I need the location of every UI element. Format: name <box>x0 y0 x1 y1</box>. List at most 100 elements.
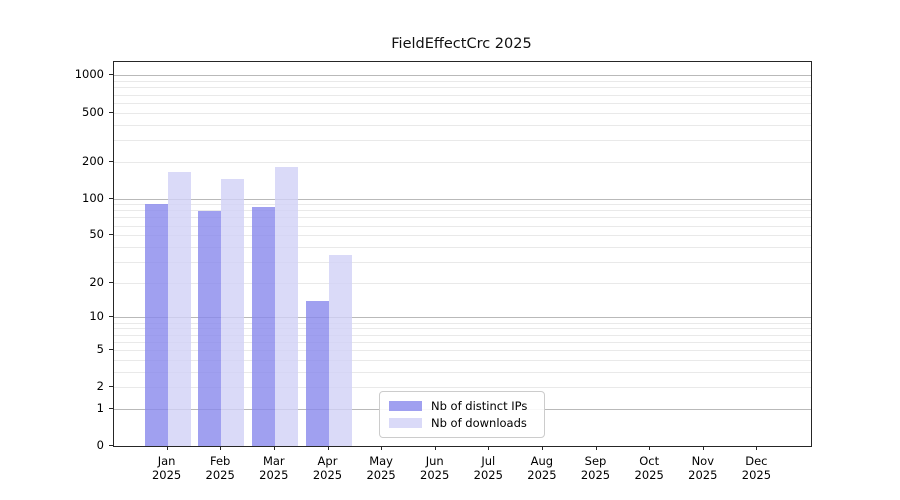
x-tick-month: Jan <box>157 454 176 468</box>
gridline-minor <box>114 102 811 104</box>
gridline-minor <box>114 371 811 373</box>
x-tick-mark <box>166 446 168 450</box>
x-tick-month: Mar <box>262 454 285 468</box>
y-tick-label: 2 <box>96 379 104 394</box>
x-tick-year: 2025 <box>634 468 664 482</box>
x-tick-year: 2025 <box>741 468 772 482</box>
gridline-minor <box>114 210 811 212</box>
gridline-minor <box>114 124 811 126</box>
x-tick-year: 2025 <box>688 468 718 482</box>
gridline-minor <box>114 341 811 343</box>
y-tick-label: 0 <box>96 438 104 452</box>
gridline-minor <box>114 334 811 336</box>
x-tick-month: Aug <box>530 454 554 468</box>
x-tick-year: 2025 <box>259 468 289 482</box>
bar-distinct-ips-mar <box>251 206 275 446</box>
x-tick-label: Nov 2025 <box>675 454 731 482</box>
legend-entry: Nb of downloads <box>389 416 535 430</box>
bar-downloads-mar <box>274 167 298 446</box>
x-tick-month: Feb <box>210 454 231 468</box>
x-tick-label: Aug 2025 <box>514 454 570 482</box>
x-tick-label: May 2025 <box>353 454 409 482</box>
legend-swatch-icon <box>389 400 422 411</box>
y-tick-mark <box>109 348 113 350</box>
y-tick-mark <box>109 111 113 113</box>
x-tick-year: 2025 <box>473 468 503 482</box>
x-tick-month: May <box>369 454 393 468</box>
y-tick-label: 1 <box>96 400 104 415</box>
y-tick-label: 5 <box>96 341 104 356</box>
y-tick-label: 20 <box>89 274 104 289</box>
x-tick-year: 2025 <box>312 468 343 482</box>
x-tick-month: Apr <box>317 454 338 468</box>
legend: Nb of distinct IPs Nb of downloads <box>379 391 545 438</box>
x-tick-year: 2025 <box>151 468 182 482</box>
y-tick-label: 50 <box>89 227 104 242</box>
gridline-minor <box>114 87 811 89</box>
x-tick-mark <box>434 446 436 450</box>
x-tick-mark <box>273 446 275 450</box>
gridline-minor <box>114 359 811 361</box>
x-tick-month: Jul <box>481 454 496 468</box>
y-tick-mark <box>109 197 113 199</box>
y-tick-mark <box>109 407 113 409</box>
legend-swatch-icon <box>389 418 422 429</box>
gridline-minor <box>114 235 811 237</box>
y-tick-mark <box>109 316 113 318</box>
gridline-minor <box>114 387 811 389</box>
x-tick-mark <box>327 446 329 450</box>
x-tick-year: 2025 <box>205 468 235 482</box>
gridline-minor <box>114 322 811 324</box>
x-tick-label: Feb 2025 <box>192 454 248 482</box>
y-tick-mark <box>109 445 113 446</box>
y-tick-label: 500 <box>82 104 104 119</box>
gridline-minor <box>114 246 811 248</box>
x-tick-year: 2025 <box>527 468 557 482</box>
y-tick-label: 1000 <box>74 67 104 82</box>
x-tick-label: Jul 2025 <box>460 454 516 482</box>
y-tick-label: 10 <box>89 309 104 324</box>
x-tick-month: Jun <box>425 454 444 468</box>
x-tick-year: 2025 <box>420 468 450 482</box>
gridline-minor <box>114 282 811 284</box>
gridline-minor <box>114 349 811 351</box>
y-tick-label: 200 <box>82 153 104 168</box>
gridline-major <box>114 198 811 200</box>
x-tick-label: Jan 2025 <box>139 454 195 482</box>
legend-label: Nb of distinct IPs <box>431 398 528 413</box>
x-tick-mark <box>381 446 383 450</box>
legend-label: Nb of downloads <box>431 416 527 431</box>
x-tick-mark <box>488 446 490 450</box>
legend-entry: Nb of distinct IPs <box>389 399 535 413</box>
gridline-major <box>114 75 811 77</box>
x-tick-mark <box>756 446 758 450</box>
y-tick-mark <box>109 234 113 236</box>
gridline-minor <box>114 328 811 330</box>
x-tick-label: Sep 2025 <box>568 454 624 482</box>
x-tick-mark <box>595 446 597 450</box>
x-tick-label: Mar 2025 <box>246 454 302 482</box>
bar-downloads-apr <box>328 255 352 446</box>
y-tick-label: 100 <box>82 190 104 205</box>
y-tick-mark <box>109 160 113 162</box>
gridline-minor <box>114 94 811 96</box>
x-tick-month: Oct <box>639 454 660 468</box>
bar-distinct-ips-jan <box>144 204 168 446</box>
bar-downloads-jan <box>167 171 191 446</box>
x-tick-year: 2025 <box>366 468 396 482</box>
plot-area <box>113 61 812 447</box>
x-tick-month: Sep <box>584 454 607 468</box>
x-tick-mark <box>541 446 543 450</box>
gridline-minor <box>114 139 811 141</box>
gridline-minor <box>114 161 811 163</box>
gridline-major <box>114 317 811 319</box>
bar-downloads-feb <box>221 178 245 446</box>
gridline-minor <box>114 112 811 114</box>
x-tick-month: Nov <box>691 454 715 468</box>
x-tick-label: Apr 2025 <box>300 454 356 482</box>
gridline-minor <box>114 204 811 206</box>
x-tick-label: Oct 2025 <box>621 454 677 482</box>
gridline-minor <box>114 261 811 263</box>
y-tick-mark <box>109 281 113 283</box>
